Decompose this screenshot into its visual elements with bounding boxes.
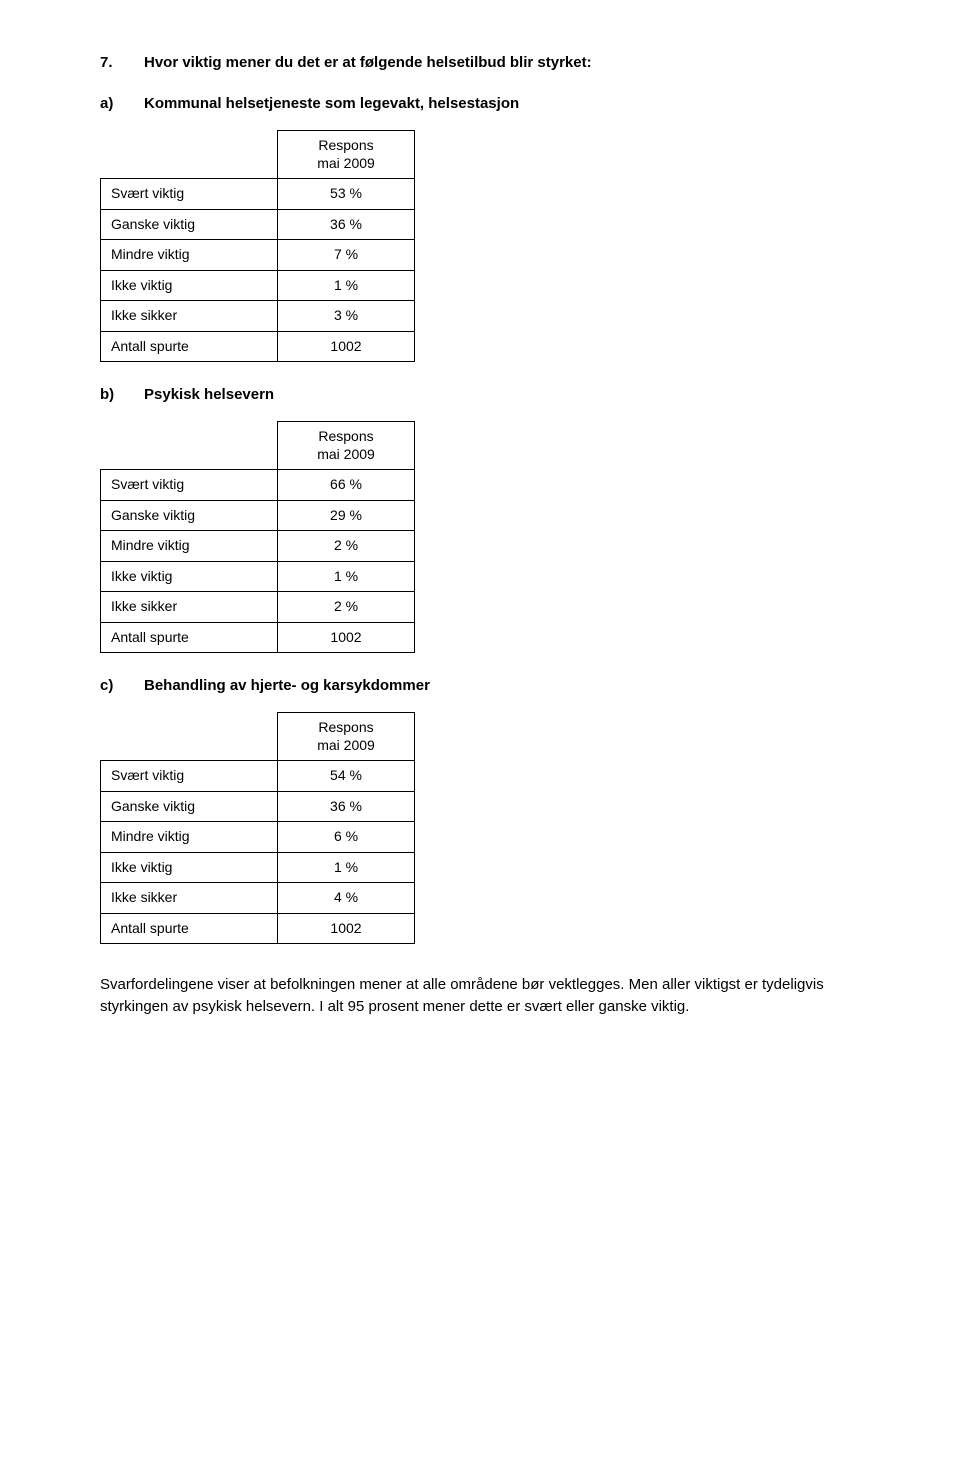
section-a-letter: a) bbox=[100, 95, 144, 112]
header-line1: Respons bbox=[318, 428, 373, 444]
question-number: 7. bbox=[100, 54, 144, 71]
table-row: Respons mai 2009 bbox=[101, 422, 415, 470]
table-row: Svært viktig 66 % bbox=[101, 470, 415, 501]
table-b: Respons mai 2009 Svært viktig 66 % Gansk… bbox=[100, 421, 415, 653]
table-row: Antall spurte 1002 bbox=[101, 913, 415, 944]
table-c: Respons mai 2009 Svært viktig 54 % Gansk… bbox=[100, 712, 415, 944]
header-line2: mai 2009 bbox=[317, 737, 375, 753]
table-row: Ikke viktig 1 % bbox=[101, 852, 415, 883]
table-row: Respons mai 2009 bbox=[101, 713, 415, 761]
section-b-title: Psykisk helsevern bbox=[144, 386, 860, 403]
table-row: Svært viktig 53 % bbox=[101, 179, 415, 210]
table-row: Ikke viktig 1 % bbox=[101, 270, 415, 301]
table-row: Antall spurte 1002 bbox=[101, 331, 415, 362]
row-value: 2 % bbox=[278, 531, 415, 562]
row-value: 1002 bbox=[278, 913, 415, 944]
section-c-heading: c) Behandling av hjerte- og karsykdommer bbox=[100, 677, 860, 694]
row-value: 53 % bbox=[278, 179, 415, 210]
table-row: Mindre viktig 6 % bbox=[101, 822, 415, 853]
section-a-title: Kommunal helsetjeneste som legevakt, hel… bbox=[144, 95, 860, 112]
row-value: 2 % bbox=[278, 592, 415, 623]
row-label: Mindre viktig bbox=[101, 531, 278, 562]
header-line1: Respons bbox=[318, 137, 373, 153]
row-label: Ikke sikker bbox=[101, 301, 278, 332]
table-row: Ganske viktig 36 % bbox=[101, 209, 415, 240]
row-value: 36 % bbox=[278, 209, 415, 240]
row-value: 36 % bbox=[278, 791, 415, 822]
header-line2: mai 2009 bbox=[317, 155, 375, 171]
row-value: 1 % bbox=[278, 270, 415, 301]
header-line1: Respons bbox=[318, 719, 373, 735]
row-value: 1002 bbox=[278, 622, 415, 653]
table-row: Antall spurte 1002 bbox=[101, 622, 415, 653]
row-label: Ganske viktig bbox=[101, 500, 278, 531]
row-value: 1 % bbox=[278, 852, 415, 883]
row-label: Svært viktig bbox=[101, 470, 278, 501]
table-row: Svært viktig 54 % bbox=[101, 761, 415, 792]
row-label: Ikke viktig bbox=[101, 270, 278, 301]
summary-paragraph: Svarfordelingene viser at befolkningen m… bbox=[100, 974, 860, 1018]
header-blank-cell bbox=[101, 131, 278, 179]
row-label: Ganske viktig bbox=[101, 209, 278, 240]
row-label: Ganske viktig bbox=[101, 791, 278, 822]
row-label: Antall spurte bbox=[101, 913, 278, 944]
section-b-letter: b) bbox=[100, 386, 144, 403]
table-row: Ganske viktig 29 % bbox=[101, 500, 415, 531]
row-label: Antall spurte bbox=[101, 331, 278, 362]
table-row: Respons mai 2009 bbox=[101, 131, 415, 179]
row-label: Svært viktig bbox=[101, 761, 278, 792]
row-label: Ikke viktig bbox=[101, 852, 278, 883]
row-value: 4 % bbox=[278, 883, 415, 914]
section-c-letter: c) bbox=[100, 677, 144, 694]
row-value: 29 % bbox=[278, 500, 415, 531]
row-label: Mindre viktig bbox=[101, 240, 278, 271]
header-cell: Respons mai 2009 bbox=[278, 713, 415, 761]
table-row: Mindre viktig 2 % bbox=[101, 531, 415, 562]
section-c-title: Behandling av hjerte- og karsykdommer bbox=[144, 677, 860, 694]
header-line2: mai 2009 bbox=[317, 446, 375, 462]
row-value: 1002 bbox=[278, 331, 415, 362]
row-label: Mindre viktig bbox=[101, 822, 278, 853]
table-a: Respons mai 2009 Svært viktig 53 % Gansk… bbox=[100, 130, 415, 362]
question-text: Hvor viktig mener du det er at følgende … bbox=[144, 54, 860, 71]
table-row: Ganske viktig 36 % bbox=[101, 791, 415, 822]
row-value: 54 % bbox=[278, 761, 415, 792]
row-label: Ikke sikker bbox=[101, 883, 278, 914]
question-line: 7. Hvor viktig mener du det er at følgen… bbox=[100, 54, 860, 71]
table-row: Ikke sikker 4 % bbox=[101, 883, 415, 914]
row-value: 6 % bbox=[278, 822, 415, 853]
header-blank-cell bbox=[101, 422, 278, 470]
row-value: 7 % bbox=[278, 240, 415, 271]
section-a-heading: a) Kommunal helsetjeneste som legevakt, … bbox=[100, 95, 860, 112]
table-row: Ikke sikker 3 % bbox=[101, 301, 415, 332]
section-b-heading: b) Psykisk helsevern bbox=[100, 386, 860, 403]
page: 7. Hvor viktig mener du det er at følgen… bbox=[0, 0, 960, 1464]
row-value: 66 % bbox=[278, 470, 415, 501]
row-value: 1 % bbox=[278, 561, 415, 592]
header-cell: Respons mai 2009 bbox=[278, 131, 415, 179]
row-label: Ikke viktig bbox=[101, 561, 278, 592]
row-label: Svært viktig bbox=[101, 179, 278, 210]
table-row: Ikke viktig 1 % bbox=[101, 561, 415, 592]
row-label: Ikke sikker bbox=[101, 592, 278, 623]
row-label: Antall spurte bbox=[101, 622, 278, 653]
table-row: Mindre viktig 7 % bbox=[101, 240, 415, 271]
table-row: Ikke sikker 2 % bbox=[101, 592, 415, 623]
header-blank-cell bbox=[101, 713, 278, 761]
row-value: 3 % bbox=[278, 301, 415, 332]
header-cell: Respons mai 2009 bbox=[278, 422, 415, 470]
